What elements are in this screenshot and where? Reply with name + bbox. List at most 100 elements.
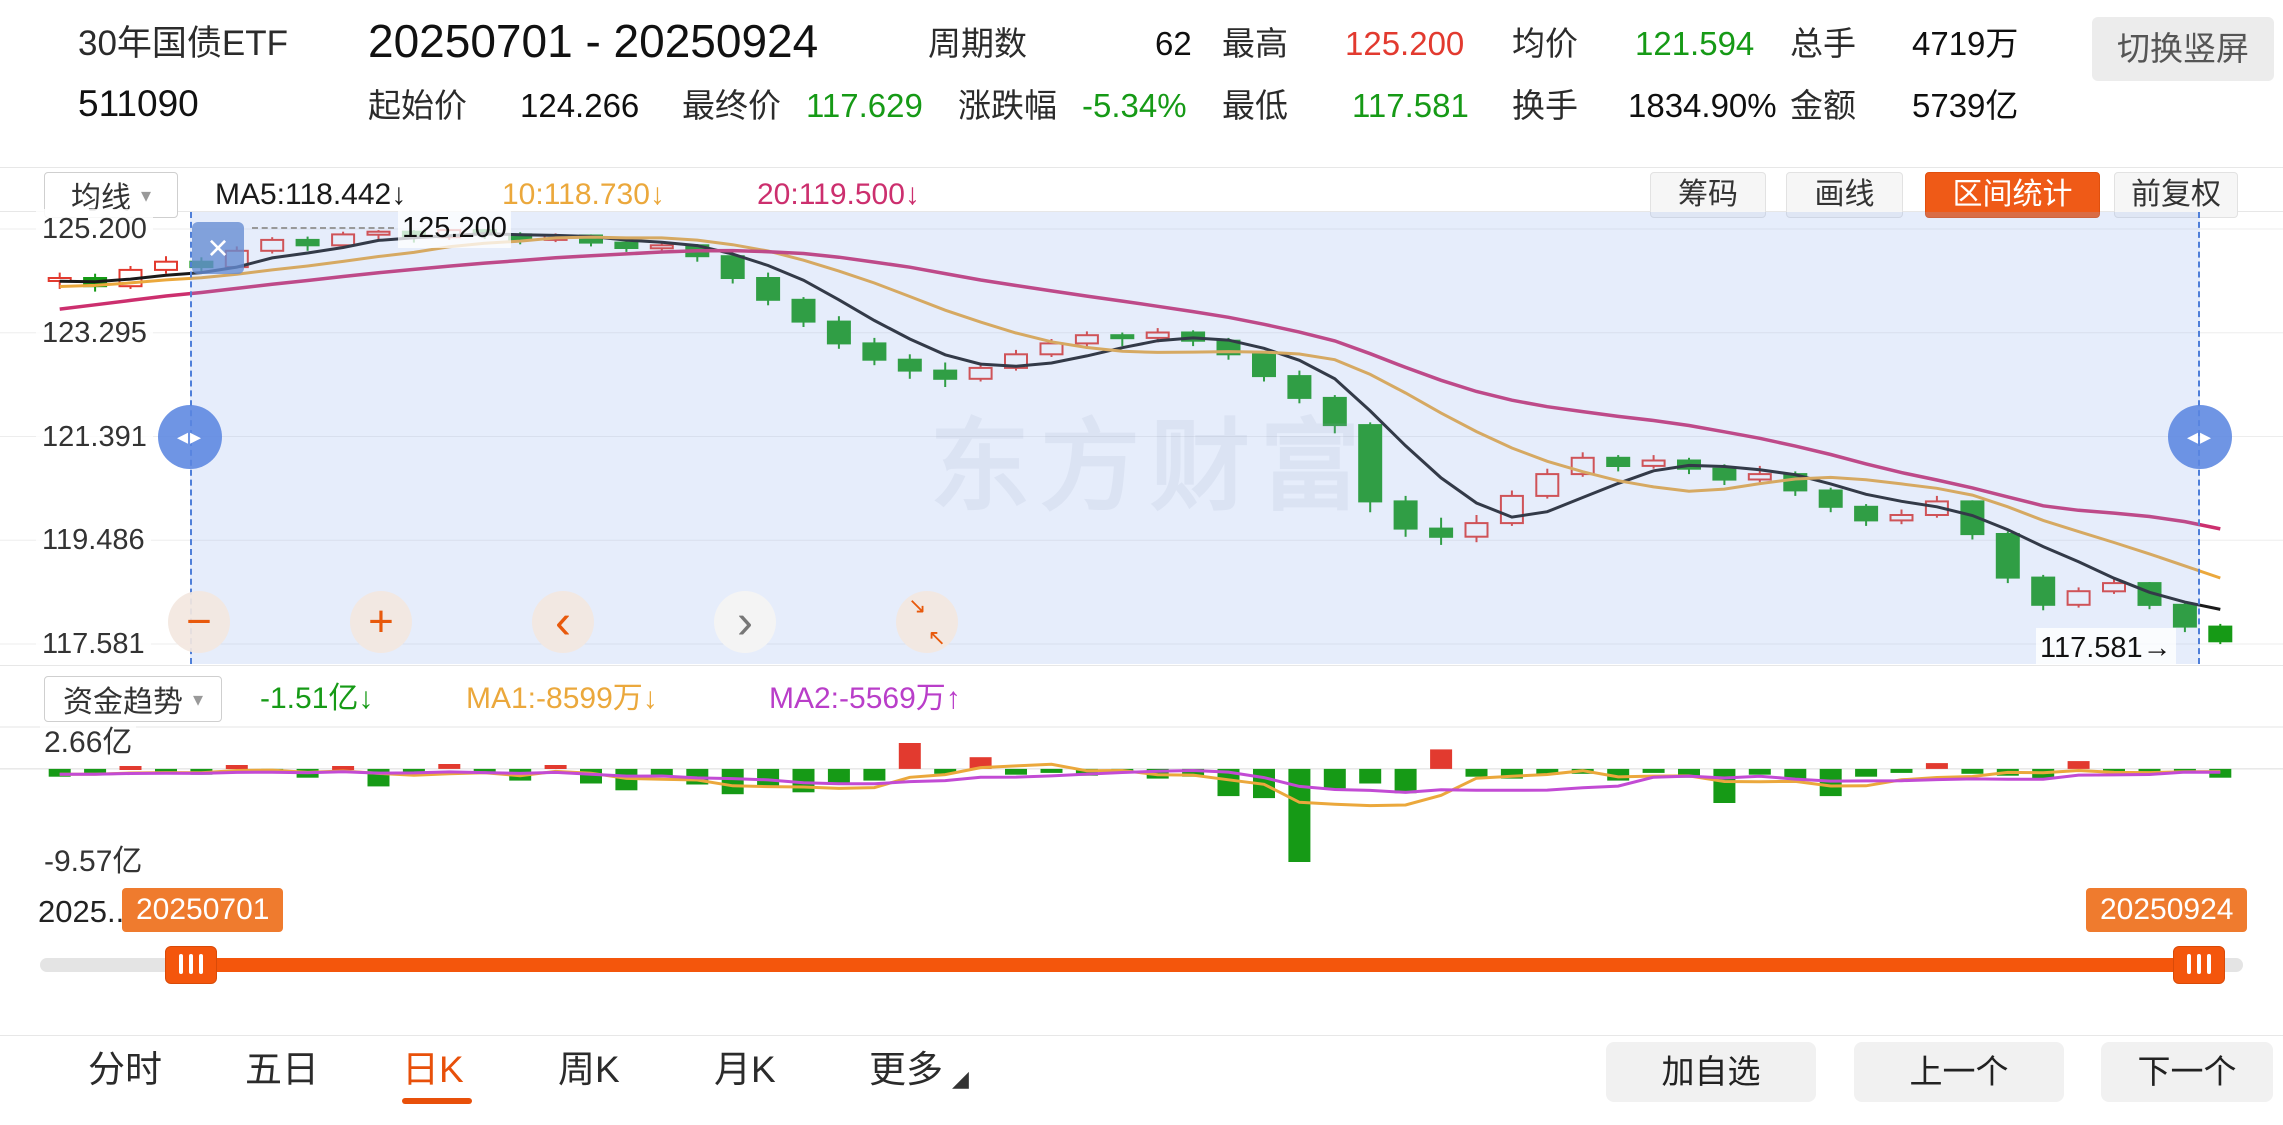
active-tab-underline [402, 1098, 472, 1104]
candle-body [720, 255, 745, 279]
sub-chart-min-label: -9.57亿 [40, 842, 147, 882]
change-pct-value: -5.34% [1082, 87, 1187, 124]
candle-body [2031, 576, 2056, 606]
date-range: 20250701 - 20250924 [368, 15, 819, 67]
selection-right-handle-icon[interactable]: ◂▸ [2168, 405, 2232, 469]
candle-body [862, 342, 887, 361]
amount-label: 金额 [1790, 87, 1856, 124]
amount-value: 5739亿 [1912, 87, 2019, 124]
fund-bar [1500, 768, 1523, 779]
candle-body [1606, 456, 1631, 468]
tab-more[interactable]: 更多 [869, 1049, 943, 1090]
fund-ma1-readout: MA1:-8599万↓ [466, 682, 658, 715]
candle-body [1039, 342, 1064, 356]
more-caret-icon: ◢ [952, 1066, 969, 1091]
pan-left-button[interactable]: ‹ [532, 591, 594, 653]
low-label: 最低 [1222, 87, 1288, 124]
ma5-readout: MA5:118.442↓ [215, 178, 407, 211]
candle-body [1889, 514, 1914, 522]
candle-body [1145, 331, 1170, 339]
stock-code: 511090 [78, 83, 199, 124]
previous-stock-button[interactable]: 上一个 [1854, 1042, 2064, 1102]
tab-weekly-k[interactable]: 周K [558, 1049, 620, 1090]
zoom-in-button[interactable]: + [350, 591, 412, 653]
tab-five-day[interactable]: 五日 [245, 1049, 319, 1090]
candle-body [154, 260, 178, 271]
draw-line-button[interactable]: 画线 [1786, 172, 1903, 218]
fund-bar [332, 766, 355, 770]
next-stock-button[interactable]: 下一个 [2101, 1042, 2273, 1102]
scrollbar-range[interactable] [168, 958, 2224, 972]
fund-bar [1217, 768, 1240, 797]
chevron-down-icon: ▾ [140, 184, 152, 207]
y-axis-label: 125.200 [36, 209, 153, 249]
fund-bar [757, 768, 780, 788]
range-end-badge: 20250924 [2086, 888, 2248, 932]
selection-left-handle-icon[interactable]: ◂▸ [158, 405, 222, 469]
add-watchlist-button[interactable]: 加自选 [1606, 1042, 1816, 1102]
total-volume-label: 总手 [1790, 25, 1856, 62]
fund-bar [1182, 768, 1205, 777]
fund-bar [650, 768, 673, 777]
fund-bar [438, 764, 461, 769]
tab-daily-k[interactable]: 日K [402, 1049, 464, 1090]
tab-intraday[interactable]: 分时 [88, 1049, 162, 1090]
period-count-value: 62 [1155, 25, 1192, 62]
candle-body [1854, 505, 1879, 522]
candle-body [2208, 625, 2233, 643]
collapse-chart-button[interactable]: ↘ ↖ [896, 591, 958, 653]
fund-bar [934, 768, 957, 774]
candle-body [826, 320, 851, 345]
ma20-readout: 20:119.500↓ [757, 178, 920, 211]
candle-body [756, 277, 781, 301]
fund-bar [863, 768, 886, 781]
fund-bar [1323, 768, 1346, 789]
collapse-arrow-icon: ↘ [908, 593, 927, 618]
selection-close-button[interactable]: × [192, 222, 244, 274]
scrollbar-right-handle[interactable] [2173, 946, 2225, 984]
zoom-out-button[interactable]: − [168, 591, 230, 653]
candle-body [897, 358, 922, 372]
candle-body [1960, 500, 1985, 536]
high-label: 最高 [1222, 25, 1288, 62]
indicator-selector-dropdown[interactable]: 资金趋势 ▾ [44, 676, 222, 722]
chips-button[interactable]: 筹码 [1650, 172, 1766, 218]
candle-body [614, 241, 639, 250]
candle-body [1393, 500, 1418, 530]
fund-bar [544, 765, 567, 769]
fund-bar [1359, 768, 1382, 784]
candle-body [933, 369, 958, 380]
candle-body [1818, 489, 1843, 508]
range-selection-overlay[interactable] [190, 212, 2200, 664]
low-value: 117.581 [1352, 87, 1469, 124]
adjust-mode-button[interactable]: 前复权 [2114, 172, 2238, 218]
turnover-label: 换手 [1512, 87, 1578, 124]
scrollbar-left-handle[interactable] [165, 946, 217, 984]
candle-body [1252, 353, 1276, 378]
rotate-screen-button[interactable]: 切换竖屏 [2092, 17, 2274, 81]
divider [0, 665, 2283, 666]
tab-monthly-k[interactable]: 月K [714, 1049, 776, 1090]
end-price-label: 最终价 [682, 87, 781, 124]
fund-bar [1925, 763, 1948, 769]
y-axis-label: 121.391 [36, 417, 153, 457]
candle-body [2102, 582, 2126, 593]
pan-right-button[interactable]: › [714, 591, 776, 653]
fund-bar [898, 743, 921, 769]
candle-body [649, 244, 674, 250]
candle-body [366, 230, 391, 236]
range-statistics-button[interactable]: 区间统计 [1925, 172, 2100, 218]
fund-bar [580, 768, 602, 784]
y-axis-label: 117.581 [36, 624, 151, 664]
watermark: 东方财富 [930, 411, 1370, 523]
fund-ma2-readout: MA2:-5569万↑ [769, 682, 961, 715]
fund-bar [2067, 761, 2090, 769]
fund-flow-chart[interactable] [0, 726, 2283, 880]
candle-body [1464, 522, 1489, 538]
fund-bar [1430, 749, 1453, 769]
x-axis-date-label: 2025... [38, 894, 133, 929]
fund-bar [1607, 768, 1630, 781]
candle-body [2172, 603, 2197, 628]
fund-bar [84, 768, 107, 774]
total-volume-value: 4719万 [1912, 25, 2019, 62]
